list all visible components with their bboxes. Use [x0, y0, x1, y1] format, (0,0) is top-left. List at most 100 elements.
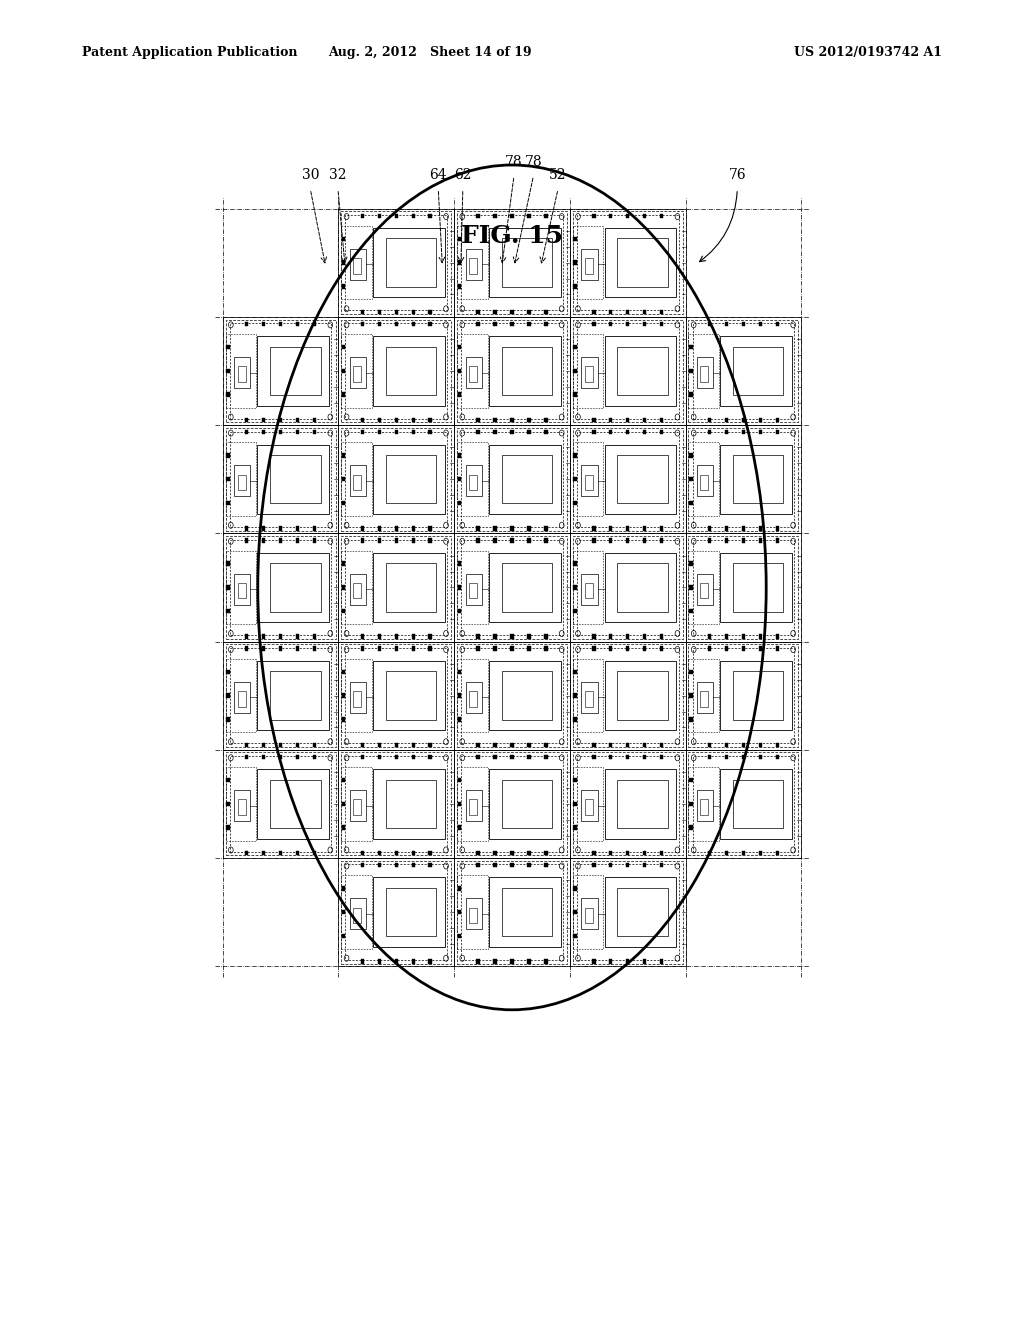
- Bar: [572, 536, 683, 639]
- Bar: [688, 550, 719, 624]
- Bar: [457, 536, 567, 639]
- Bar: [461, 323, 563, 418]
- Bar: [270, 455, 321, 503]
- Bar: [296, 851, 299, 855]
- Bar: [775, 635, 779, 639]
- Bar: [394, 851, 398, 855]
- Bar: [510, 647, 514, 651]
- Bar: [476, 743, 480, 747]
- Bar: [572, 442, 603, 516]
- Bar: [469, 367, 477, 381]
- Bar: [626, 863, 630, 867]
- Bar: [342, 933, 345, 939]
- Bar: [455, 642, 569, 750]
- Bar: [373, 770, 444, 838]
- Bar: [759, 647, 762, 651]
- Bar: [226, 453, 229, 458]
- Bar: [686, 642, 801, 750]
- Bar: [692, 432, 795, 527]
- Bar: [279, 539, 283, 543]
- Bar: [245, 743, 249, 747]
- Bar: [342, 886, 345, 891]
- Bar: [572, 767, 603, 841]
- Bar: [689, 392, 692, 397]
- Bar: [544, 527, 548, 531]
- Bar: [229, 540, 332, 635]
- Bar: [643, 539, 646, 543]
- Bar: [469, 800, 477, 814]
- Bar: [592, 960, 596, 964]
- Bar: [510, 430, 514, 434]
- Bar: [626, 960, 630, 964]
- Bar: [428, 851, 432, 855]
- Bar: [412, 851, 415, 855]
- Bar: [412, 430, 415, 434]
- Bar: [585, 367, 593, 381]
- Bar: [378, 755, 381, 759]
- Bar: [270, 564, 321, 611]
- Bar: [262, 743, 265, 747]
- Bar: [573, 933, 577, 939]
- Bar: [296, 418, 299, 422]
- Bar: [573, 453, 577, 458]
- Bar: [659, 755, 664, 759]
- Bar: [573, 693, 577, 698]
- Bar: [338, 533, 454, 642]
- Bar: [759, 322, 762, 326]
- Bar: [643, 527, 646, 531]
- Bar: [577, 432, 679, 527]
- Bar: [341, 875, 372, 949]
- Bar: [342, 825, 345, 830]
- Bar: [488, 337, 560, 405]
- Bar: [577, 540, 679, 635]
- Bar: [510, 635, 514, 639]
- Bar: [659, 527, 664, 531]
- Bar: [572, 861, 683, 964]
- Bar: [296, 527, 299, 531]
- Bar: [643, 214, 646, 218]
- Bar: [386, 888, 436, 936]
- Bar: [700, 475, 709, 490]
- Bar: [488, 228, 560, 297]
- Bar: [458, 933, 461, 939]
- Bar: [775, 322, 779, 326]
- Bar: [759, 527, 762, 531]
- Bar: [476, 418, 480, 422]
- Bar: [245, 527, 249, 531]
- Bar: [350, 682, 367, 713]
- Bar: [412, 863, 415, 867]
- Bar: [458, 236, 461, 242]
- Bar: [378, 635, 381, 639]
- Bar: [457, 752, 567, 855]
- Bar: [573, 886, 577, 891]
- Bar: [428, 527, 432, 531]
- Bar: [494, 430, 497, 434]
- Bar: [775, 539, 779, 543]
- Bar: [296, 322, 299, 326]
- Bar: [312, 755, 316, 759]
- Bar: [573, 260, 577, 265]
- Bar: [229, 648, 332, 743]
- Bar: [592, 647, 596, 651]
- Bar: [689, 477, 692, 482]
- Bar: [609, 310, 612, 314]
- Bar: [342, 777, 345, 783]
- Bar: [312, 743, 316, 747]
- Bar: [338, 209, 454, 317]
- Bar: [226, 477, 229, 482]
- Bar: [457, 226, 487, 300]
- Bar: [604, 445, 676, 513]
- Bar: [617, 888, 668, 936]
- Bar: [659, 430, 664, 434]
- Bar: [458, 561, 461, 566]
- Bar: [360, 851, 365, 855]
- Bar: [741, 755, 745, 759]
- Bar: [350, 358, 367, 388]
- Bar: [428, 310, 432, 314]
- Bar: [461, 865, 563, 960]
- Bar: [527, 960, 530, 964]
- Bar: [342, 500, 345, 506]
- Bar: [342, 260, 345, 265]
- Bar: [573, 236, 577, 242]
- Bar: [609, 960, 612, 964]
